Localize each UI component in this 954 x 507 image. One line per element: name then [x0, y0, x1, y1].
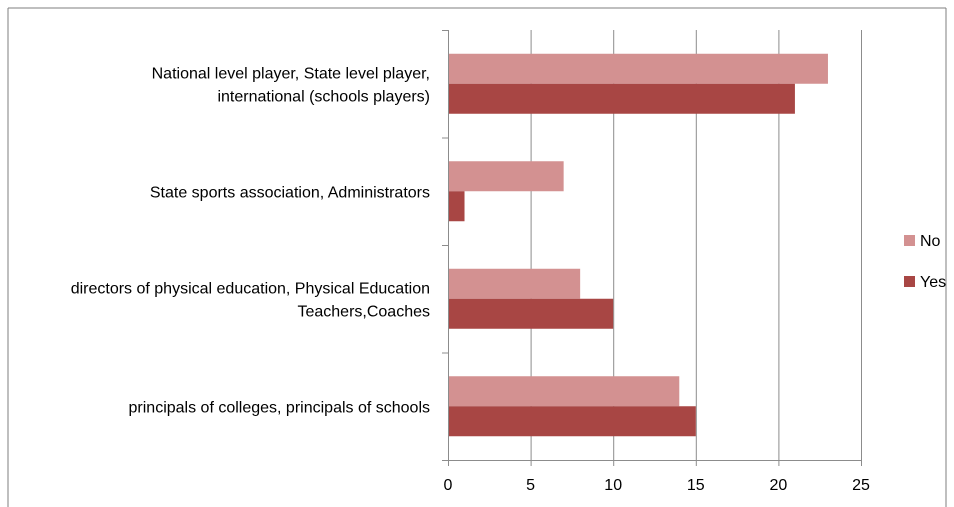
bar-no-1 [448, 268, 581, 299]
legend: No Yes [904, 233, 946, 291]
chart-outer-border [7, 7, 947, 507]
category-label: National level player, State level playe… [152, 65, 430, 105]
x-tick-label: 20 [770, 477, 788, 494]
bar-no-3 [448, 53, 828, 84]
bar-no-0 [448, 376, 680, 407]
axes [442, 30, 862, 466]
bar-yes-1 [448, 298, 614, 329]
category-labels: principals of colleges, principals of sc… [71, 65, 430, 416]
legend-label-yes: Yes [920, 274, 946, 291]
bar-yes-2 [448, 191, 465, 222]
x-tick-label: 25 [852, 477, 870, 494]
category-label: State sports association, Administrators [150, 184, 430, 201]
x-tick-label: 0 [444, 477, 453, 494]
x-tick-label: 15 [687, 477, 705, 494]
bar-yes-0 [448, 406, 696, 437]
bar-yes-3 [448, 83, 795, 114]
legend-swatch-no [904, 235, 915, 246]
x-tick-label: 10 [604, 477, 622, 494]
bars [448, 53, 828, 437]
legend-label-no: No [920, 233, 941, 250]
x-tick-label: 5 [526, 477, 535, 494]
category-label: principals of colleges, principals of sc… [129, 399, 430, 416]
bar-no-2 [448, 161, 564, 192]
legend-swatch-yes [904, 276, 915, 287]
category-label: directors of physical education, Physica… [71, 280, 430, 320]
x-tick-labels: 0 5 10 15 20 25 [444, 477, 870, 494]
